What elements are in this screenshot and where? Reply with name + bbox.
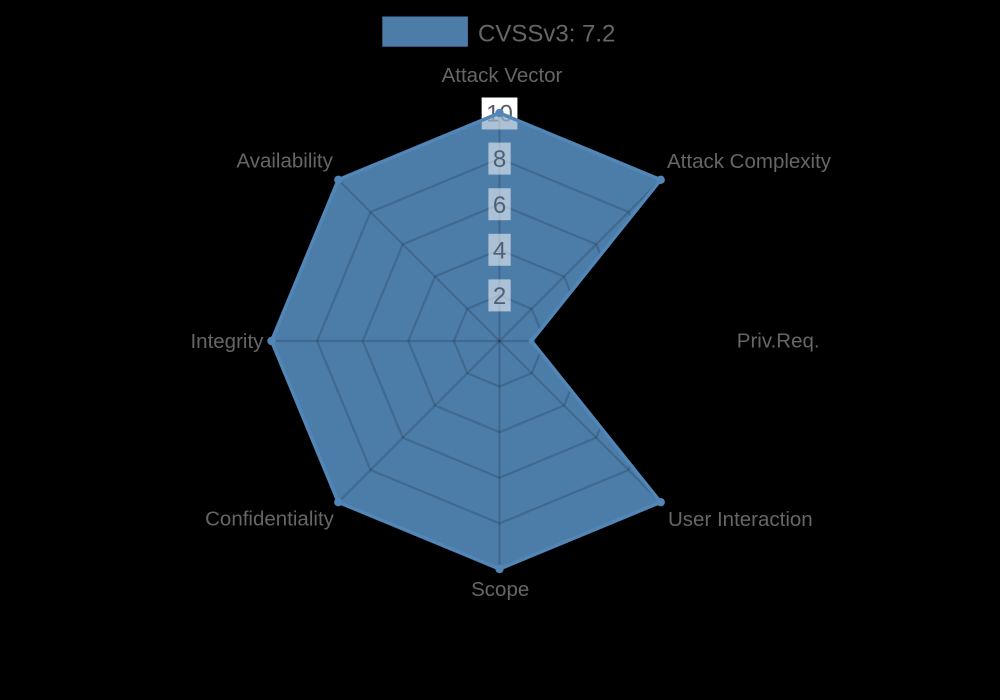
svg-text:User Interaction: User Interaction — [668, 508, 813, 531]
svg-text:Integrity: Integrity — [190, 330, 264, 353]
svg-text:4: 4 — [493, 237, 506, 264]
svg-text:Attack Complexity: Attack Complexity — [667, 150, 832, 173]
svg-text:8: 8 — [493, 146, 506, 173]
svg-text:Attack Vector: Attack Vector — [442, 64, 563, 87]
svg-text:Availability: Availability — [236, 150, 333, 173]
svg-text:Priv.Req.: Priv.Req. — [737, 329, 820, 352]
svg-text:Confidentiality: Confidentiality — [205, 508, 335, 531]
svg-text:6: 6 — [493, 192, 506, 219]
svg-text:2: 2 — [493, 283, 506, 310]
svg-text:Scope: Scope — [471, 578, 529, 601]
svg-text:CVSSv3: 7.2: CVSSv3: 7.2 — [478, 20, 615, 47]
